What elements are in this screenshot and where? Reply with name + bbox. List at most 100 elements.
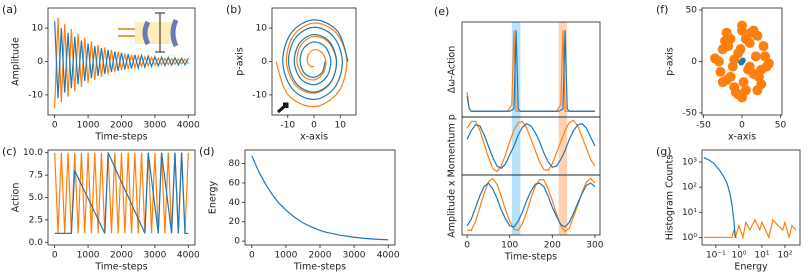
x-tick-label: -50: [696, 121, 711, 131]
x-tick-label: 2000: [110, 251, 133, 261]
y-axis-label: Amplitude: [11, 37, 22, 86]
scatter-point: [725, 71, 736, 82]
cavity-inset: [118, 12, 179, 53]
y-tick-label: 0: [261, 57, 267, 67]
series-line: [466, 182, 596, 228]
x-tick-label: 50: [775, 121, 787, 131]
scatter-point: [720, 35, 731, 46]
y-tick-label: -10: [28, 90, 43, 100]
axes-frame: [461, 174, 601, 236]
y-tick-label: 10¹: [682, 208, 697, 218]
scatter-point: [750, 51, 761, 62]
y-tick-label: 60: [229, 178, 241, 188]
series-line: [282, 19, 349, 101]
series-line: [466, 30, 595, 112]
x-axis-label: Time-steps: [94, 262, 147, 273]
mirror: [142, 20, 151, 46]
y-axis-label: Amplitude x Momentum p: [447, 114, 458, 238]
x-axis-label: Time-steps: [293, 262, 346, 273]
scatter-point: [744, 61, 755, 72]
y-tick-label: 10³: [682, 157, 697, 167]
x-tick-label: 3000: [143, 251, 166, 261]
highlight-span: [511, 22, 521, 235]
y-tick-label: 0.0: [29, 238, 44, 248]
x-tick-label: 3000: [343, 251, 366, 261]
y-tick-label: -50: [682, 108, 697, 118]
y-axis-label: Action: [11, 183, 22, 213]
scatter-point: [763, 58, 774, 69]
series-line: [467, 177, 596, 233]
x-tick-label: 0: [311, 121, 317, 131]
y-axis-label: Δω-Action: [447, 46, 458, 94]
scatter-point: [740, 33, 751, 44]
y-tick-label: 10: [256, 24, 268, 34]
series-line: [54, 21, 189, 99]
laser-arrows: [118, 28, 135, 37]
panel-label: (b): [226, 3, 242, 16]
scatter-point: [748, 25, 759, 36]
series-line: [54, 152, 189, 234]
scatter-point: [729, 54, 740, 65]
y-axis-label: p-axis: [665, 47, 676, 76]
x-tick-label: 0: [249, 251, 255, 261]
y-tick-label: 50: [686, 6, 698, 16]
scatter-point: [710, 53, 721, 64]
scatter-point: [717, 77, 728, 88]
panel-label: (d): [199, 145, 215, 158]
y-tick-label: 80: [229, 159, 241, 169]
y-tick-label: 10²: [682, 183, 697, 193]
x-tick-label: 10⁻¹: [706, 251, 726, 261]
panel-label: (a): [2, 3, 17, 16]
y-tick-label: 0: [37, 57, 43, 67]
y-tick-label: 20: [229, 217, 241, 227]
mirror: [170, 18, 179, 48]
scatter-point: [752, 85, 763, 96]
series-line: [251, 155, 389, 241]
y-tick-label: 10⁰: [682, 233, 697, 243]
y-tick-label: -10: [252, 90, 267, 100]
series-line: [54, 18, 189, 109]
scatter-point: [737, 92, 747, 103]
y-tick-label: 40: [229, 198, 241, 208]
series-line: [466, 119, 596, 173]
x-axis-label: Energy: [734, 262, 768, 273]
axes-frame: [701, 149, 801, 246]
y-tick-label: 0: [234, 237, 240, 247]
x-tick-label: 1000: [77, 121, 100, 131]
series-line: [54, 152, 189, 234]
y-tick-label: 7.5: [29, 171, 43, 181]
beam: [135, 22, 175, 44]
start-arrow: [277, 102, 289, 114]
x-tick-label: 10: [335, 121, 347, 131]
x-tick-label: 2000: [110, 121, 133, 131]
x-tick-label: 4000: [177, 121, 200, 131]
x-tick-label: 2000: [309, 251, 332, 261]
x-tick-label: 10¹: [754, 251, 769, 261]
y-tick-label: 0: [691, 57, 697, 67]
x-axis-label: Time-steps: [94, 132, 147, 143]
x-tick-label: 4000: [377, 251, 400, 261]
y-tick-label: 5.0: [29, 193, 44, 203]
x-tick-label: 1000: [274, 251, 297, 261]
x-tick-label: 10⁰: [731, 251, 746, 261]
scatter-point: [737, 20, 747, 31]
y-axis-label: Energy: [208, 180, 219, 214]
panel-label: (e): [434, 5, 449, 18]
x-tick-label: 0: [739, 121, 745, 131]
y-tick-label: 10: [32, 24, 44, 34]
x-tick-label: 100: [501, 241, 518, 251]
y-tick-label: 10.0: [23, 148, 43, 158]
panel-label: (f): [656, 3, 668, 16]
y-tick-label: 2.5: [29, 215, 43, 225]
x-tick-label: 4000: [177, 251, 200, 261]
x-tick-label: 10²: [777, 251, 792, 261]
x-tick-label: 1000: [77, 251, 100, 261]
series-line: [466, 30, 595, 112]
scatter-point: [738, 77, 749, 88]
y-axis-label: Histogram Counts: [665, 155, 676, 241]
panel-label: (g): [656, 145, 672, 158]
x-tick-label: 300: [586, 241, 603, 251]
x-tick-label: 3000: [143, 121, 166, 131]
series-line: [703, 157, 737, 239]
